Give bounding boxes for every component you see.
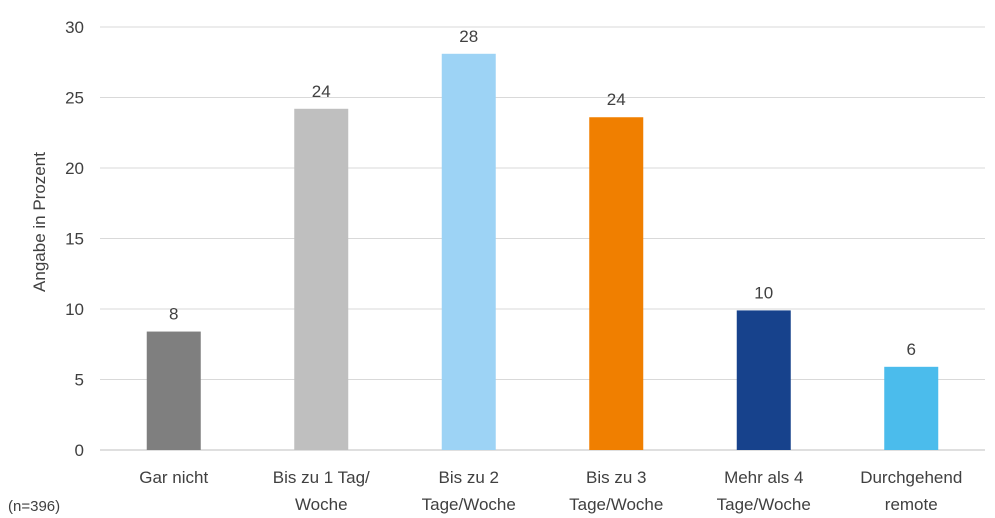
y-tick-label: 5: [75, 371, 84, 390]
x-tick-label: Mehr als 4: [724, 468, 803, 487]
x-tick-label: Tage/Woche: [422, 495, 516, 514]
x-axis-categories: Gar nicht Bis zu 1 Tag/Woche Bis zu 2 Tage/…: [139, 468, 962, 514]
x-tick-label: Bis zu 3: [586, 468, 646, 487]
data-label: 10: [754, 283, 773, 302]
y-tick-label: 10: [65, 300, 84, 319]
y-tick-label: 30: [65, 18, 84, 37]
x-tick-label: Woche: [295, 495, 348, 514]
gridlines: [100, 26, 985, 451]
data-label: 24: [607, 90, 626, 109]
data-label: 28: [459, 27, 478, 46]
bar: [884, 366, 939, 450]
data-labels: 8 24 28 24 10 6: [169, 27, 916, 359]
y-axis-ticks: 0 5 10 15 20 25 30: [65, 18, 84, 460]
bar: [589, 117, 644, 451]
x-tick-label: Tage/Woche: [717, 495, 811, 514]
x-tick-label: Durchgehend: [860, 468, 962, 487]
bar: [441, 53, 496, 450]
x-tick-label: remote: [885, 495, 938, 514]
bar: [294, 108, 349, 450]
x-tick-label: Tage/Woche: [569, 495, 663, 514]
data-label: 8: [169, 305, 178, 324]
x-tick-label: Bis zu 1 Tag/: [273, 468, 370, 487]
bar: [146, 331, 201, 450]
y-tick-label: 20: [65, 159, 84, 178]
x-tick-label: Gar nicht: [139, 468, 208, 487]
bars: [146, 53, 939, 451]
data-label: 24: [312, 82, 331, 101]
y-tick-label: 0: [75, 441, 84, 460]
x-tick-label: Bis zu 2: [439, 468, 499, 487]
y-tick-label: 15: [65, 230, 84, 249]
bar: [736, 310, 791, 450]
y-axis-label: Angabe in Prozent: [30, 152, 49, 292]
data-label: 6: [907, 340, 916, 359]
y-tick-label: 25: [65, 89, 84, 108]
sample-size-note: (n=396): [8, 498, 60, 515]
